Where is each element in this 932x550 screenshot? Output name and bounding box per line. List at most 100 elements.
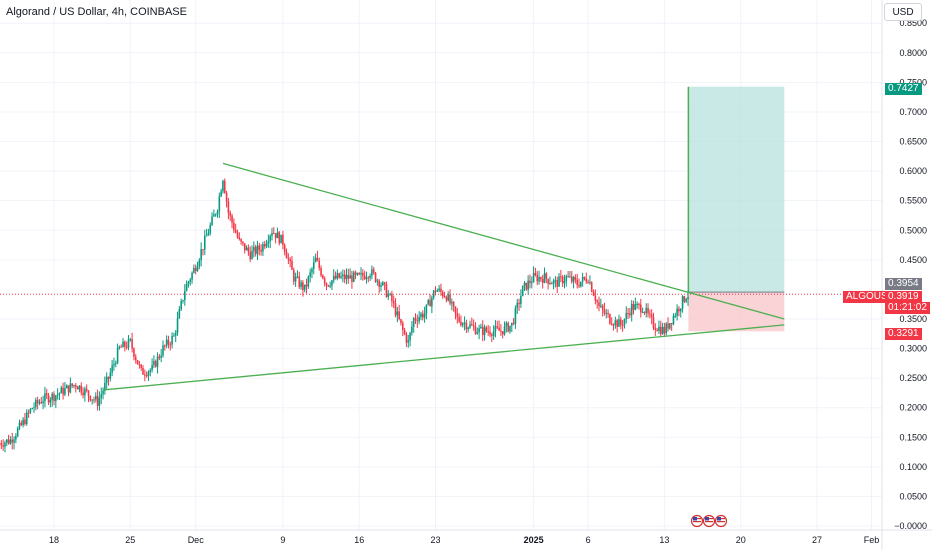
candles (0, 178, 689, 453)
candle-body (220, 191, 222, 197)
time-axis-label: 18 (49, 535, 59, 545)
candle-body (514, 307, 517, 324)
candle-body (107, 376, 110, 379)
candle-body (429, 300, 431, 307)
candle-body (236, 232, 239, 238)
candle-body (647, 307, 649, 314)
candle-body (592, 291, 595, 296)
candle-body (569, 276, 571, 278)
price-axis-label: 0.3000 (899, 344, 927, 354)
candle-body (563, 281, 566, 284)
candle-body (202, 249, 204, 251)
candle-body (78, 385, 81, 390)
candle-body (483, 327, 486, 336)
candle-body (31, 408, 33, 410)
candle-body (521, 285, 524, 297)
candle-body (280, 234, 282, 244)
candle-body (620, 319, 622, 326)
candle-body (516, 302, 519, 308)
candle-body (273, 233, 275, 235)
candle-body (458, 317, 460, 322)
candle-body (65, 385, 68, 389)
candle-body (460, 321, 462, 326)
candle-body (140, 364, 142, 368)
candle-body (461, 323, 464, 326)
candle-body (293, 269, 295, 282)
candle-body (94, 395, 97, 400)
chart-title: Algorand / US Dollar, 4h, COINBASE (6, 6, 187, 18)
candle-body (583, 277, 586, 279)
candle-body (661, 326, 664, 334)
candle-body (610, 323, 613, 325)
candle-body (607, 312, 609, 315)
candle-body (198, 260, 201, 267)
candle-body (423, 313, 426, 318)
candle-body (414, 318, 417, 321)
candle-body (262, 244, 264, 252)
candle-body (547, 278, 549, 284)
candle-body (496, 326, 499, 328)
flag-stripe (705, 521, 713, 523)
candle-body (618, 319, 620, 327)
candle-body (670, 323, 673, 325)
candle-body (500, 330, 502, 332)
candle-body (312, 262, 315, 270)
candle-body (632, 303, 635, 310)
time-axis-label: Dec (188, 535, 205, 545)
candle-body (203, 235, 206, 250)
candle-body (340, 276, 342, 278)
candle-body (556, 280, 559, 287)
time-axis-label: 25 (125, 535, 135, 545)
candle-body (332, 275, 335, 281)
candle-body (233, 222, 235, 230)
candle-body (407, 340, 410, 343)
candle-body (585, 278, 588, 282)
candle-body (545, 273, 548, 279)
candle-body (630, 303, 633, 316)
candle-body (443, 296, 446, 298)
candle-body (44, 393, 46, 402)
candle-body (534, 273, 537, 275)
candle-body (405, 334, 408, 343)
price-axis-label: −0.0000 (894, 521, 927, 531)
candle-body (289, 259, 291, 261)
candle-body (253, 246, 255, 251)
candle-body (114, 363, 117, 365)
candle-body (234, 229, 237, 233)
candle-body (641, 312, 644, 314)
candle-body (639, 304, 642, 313)
candle-body (165, 339, 168, 346)
candle-body (167, 339, 170, 345)
candle-body (20, 422, 23, 425)
candle-body (438, 288, 440, 291)
candle-body (391, 293, 393, 302)
candle-body (329, 285, 331, 287)
currency-button[interactable]: USD (884, 3, 922, 21)
candle-body (53, 393, 55, 402)
candle-body (449, 294, 451, 304)
candle-body (24, 419, 26, 425)
candle-body (102, 390, 104, 395)
candle-body (158, 356, 161, 358)
candle-body (567, 276, 569, 278)
candle-body (274, 233, 277, 239)
candle-body (398, 311, 400, 320)
flag-canton (705, 517, 709, 521)
candle-body (503, 325, 506, 335)
candle-body (491, 334, 493, 336)
candle-body (16, 428, 19, 437)
candle-body (185, 284, 188, 292)
candle-body (529, 280, 531, 284)
price-axis-label: 0.8000 (899, 48, 927, 58)
candle-body (73, 385, 75, 387)
candle-body (541, 279, 544, 283)
candle-body (40, 402, 43, 404)
candle-body (245, 247, 248, 251)
candle-body (665, 323, 668, 334)
candle-body (0, 443, 3, 446)
candle-body (530, 282, 533, 284)
candle-body (652, 317, 655, 329)
candle-body (441, 291, 444, 297)
